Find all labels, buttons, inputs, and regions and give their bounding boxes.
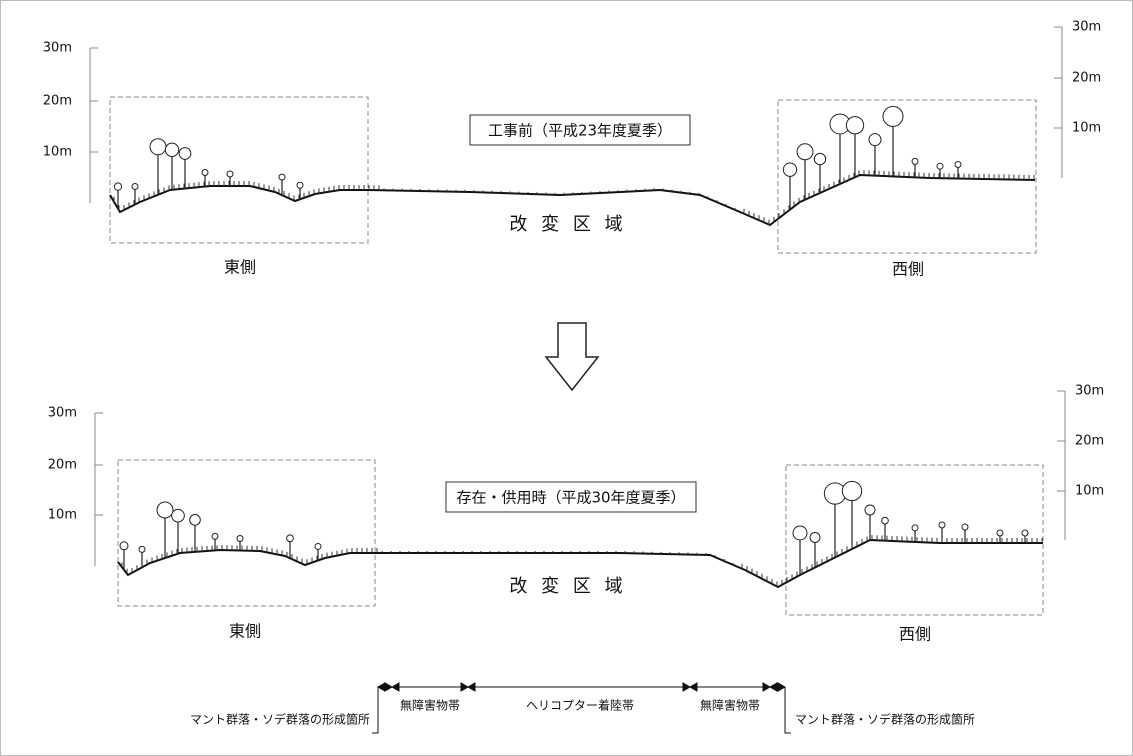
tree-crown xyxy=(113,182,123,191)
side-label: 西側 xyxy=(892,260,924,279)
tree-crown xyxy=(226,170,234,178)
tree-crown xyxy=(1021,529,1029,537)
leader-line xyxy=(372,687,379,734)
tree-crown xyxy=(938,521,946,529)
scale-label: 30m xyxy=(1072,20,1101,35)
tree-crown xyxy=(131,183,139,190)
panel-title: 工事前（平成23年度夏季） xyxy=(488,122,672,140)
zone-label: 無障害物帯 xyxy=(400,698,460,713)
leader-line xyxy=(784,687,791,734)
tree-crown xyxy=(782,162,798,177)
tree-crown xyxy=(164,142,180,157)
scale-label: 30m xyxy=(48,406,77,421)
tree-crown xyxy=(996,529,1004,537)
tree-crown xyxy=(864,504,876,516)
tree-crown xyxy=(171,508,185,523)
tree-crown xyxy=(936,162,944,170)
area-label: 改 変 区 域 xyxy=(509,214,626,235)
panel-title: 存在・供用時（平成30年度夏季） xyxy=(456,489,685,507)
side-box xyxy=(785,464,1044,616)
area-label: 改 変 区 域 xyxy=(509,576,626,597)
title-box xyxy=(445,481,697,513)
scale-label: 10m xyxy=(48,508,77,523)
tree-crown xyxy=(796,143,814,161)
legend-arrowhead xyxy=(768,682,778,692)
tree-crown xyxy=(119,541,129,551)
tree-crown xyxy=(156,501,174,519)
legend-arrowhead xyxy=(384,682,394,692)
tree-crown xyxy=(868,133,882,147)
tree-crown xyxy=(882,105,904,127)
tree-crown xyxy=(189,514,201,526)
tree-crown xyxy=(841,480,863,502)
legend-arrowhead xyxy=(688,682,698,692)
legend-arrowhead xyxy=(466,682,476,692)
ground-profile xyxy=(117,538,1043,589)
side-label: 西側 xyxy=(899,625,931,644)
tree-crown xyxy=(954,161,962,169)
tree-crown xyxy=(149,138,167,156)
tree-crown xyxy=(911,524,919,532)
tree-crown xyxy=(809,532,821,543)
side-label: 東側 xyxy=(224,258,256,277)
scale-label: 30m xyxy=(1075,384,1104,399)
tree-crown xyxy=(201,169,209,176)
tree-crown xyxy=(278,173,286,181)
scale-label: 20m xyxy=(1072,71,1101,86)
tree-crown xyxy=(211,532,219,540)
tree-crown xyxy=(911,157,919,165)
zone-label: ヘリコプター着陸帯 xyxy=(526,698,634,713)
tree-crown xyxy=(881,516,889,525)
scale-label: 10m xyxy=(1075,484,1104,499)
edge-label: マント群落・ソデ群落の形成箇所 xyxy=(190,712,370,727)
scale-label: 20m xyxy=(1075,434,1104,449)
scale-label: 10m xyxy=(1072,121,1101,136)
tree-crown xyxy=(138,545,146,553)
zone-label: 無障害物帯 xyxy=(700,698,760,713)
side-box xyxy=(109,96,369,244)
tree-crown xyxy=(845,116,865,135)
side-label: 東側 xyxy=(229,622,261,641)
down-arrow xyxy=(544,322,600,392)
tree-crown xyxy=(314,542,322,550)
legend-arrowhead xyxy=(762,682,772,692)
tree-crown xyxy=(286,534,294,543)
tree-crown xyxy=(236,535,244,542)
tree-crown xyxy=(792,525,808,541)
scale-label: 10m xyxy=(43,145,72,160)
title-box xyxy=(469,114,691,146)
legend-arrowhead xyxy=(777,682,787,692)
edge-label: マント群落・ソデ群落の形成箇所 xyxy=(795,712,975,727)
legend-arrowhead xyxy=(390,682,400,692)
scale-label: 20m xyxy=(48,458,77,473)
side-box xyxy=(117,459,376,607)
tree-crown xyxy=(178,147,192,160)
legend-arrowhead xyxy=(682,682,692,692)
tree-crown xyxy=(813,152,827,166)
side-box xyxy=(777,99,1037,254)
legend-arrowhead xyxy=(460,682,470,692)
tree-crown xyxy=(961,523,969,531)
tree-crown xyxy=(296,181,304,189)
scale-label: 30m xyxy=(43,41,72,56)
scale-label: 20m xyxy=(43,94,72,109)
